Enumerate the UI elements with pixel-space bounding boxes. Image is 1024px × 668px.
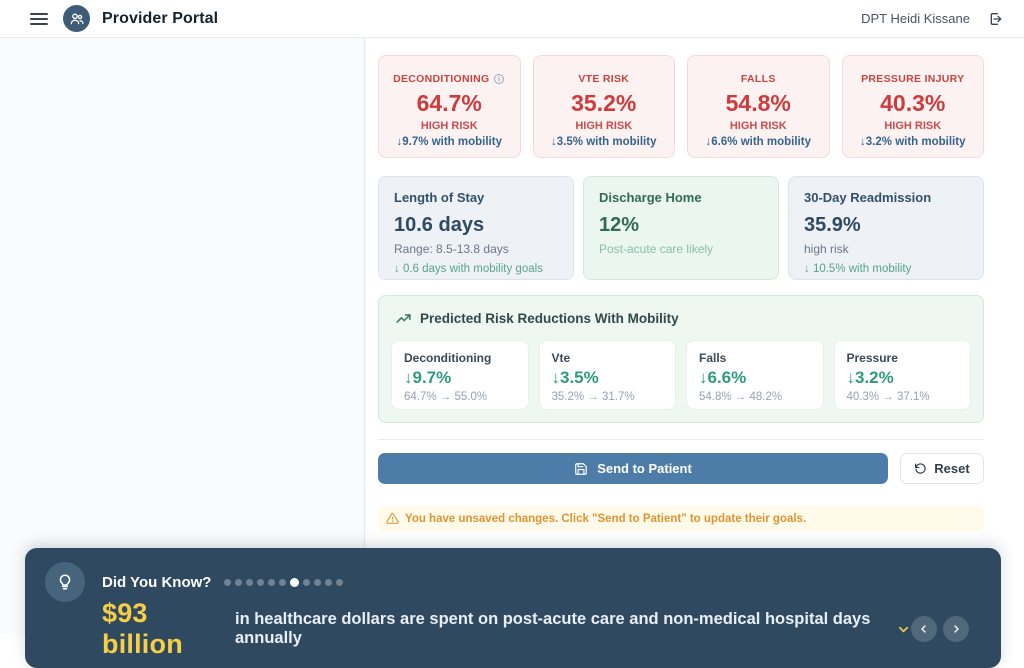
stat-mobility-note: ↓ 10.5% with mobility (804, 263, 912, 275)
reduction-card-pressure: Pressure ↓3.2% 40.3% → 37.1% (833, 340, 971, 410)
banner-dot[interactable] (235, 578, 243, 586)
left-empty-panel (0, 38, 365, 635)
users-icon (69, 11, 85, 27)
stat-subtitle: Post-acute care likely (599, 242, 714, 256)
stat-card-discharge-home: Discharge Home 12% Post-acute care likel… (583, 176, 779, 280)
banner-dot[interactable] (290, 577, 300, 587)
stat-mobility-note: ↓ 0.6 days with mobility goals (394, 263, 543, 275)
risk-value: 64.7% (416, 90, 482, 116)
reduction-label: Pressure (846, 351, 898, 365)
reduction-change: 35.2% → 31.7% (551, 391, 635, 403)
user-name: DPT Heidi Kissane (861, 11, 970, 26)
warning-icon (386, 512, 399, 525)
banner-dot[interactable] (257, 578, 265, 586)
reduction-delta: ↓9.7% (404, 368, 452, 387)
risk-value: 54.8% (725, 90, 791, 116)
banner-prev-button[interactable] (911, 616, 937, 642)
unsaved-changes-warning: You have unsaved changes. Click "Send to… (378, 506, 984, 531)
send-to-patient-button[interactable]: Send to Patient (378, 453, 888, 484)
banner-dot[interactable] (336, 578, 344, 586)
did-you-know-banner: Did You Know? $93 billion in healthcare … (25, 548, 1001, 668)
risk-card-label: DECONDITIONING (393, 73, 490, 85)
risk-card-row: DECONDITIONING 64.7% HIGH RISK ↓9.7% wit… (378, 55, 984, 158)
stat-value: 10.6 days (394, 214, 485, 236)
risk-level-badge: HIGH RISK (575, 120, 633, 132)
risk-card-deconditioning: DECONDITIONING 64.7% HIGH RISK ↓9.7% wit… (378, 55, 521, 158)
risk-mobility-note: ↓9.7% with mobility (396, 136, 502, 148)
banner-dot[interactable] (246, 578, 254, 586)
banner-dot[interactable] (314, 578, 322, 586)
stat-value: 12% (599, 214, 640, 236)
main-panel: DECONDITIONING 64.7% HIGH RISK ↓9.7% wit… (365, 38, 1024, 635)
stat-title: 30-Day Readmission (804, 190, 932, 205)
risk-card-label: FALLS (740, 73, 776, 85)
banner-dot[interactable] (224, 578, 232, 586)
risk-card-falls: FALLS 54.8% HIGH RISK ↓6.6% with mobilit… (687, 55, 830, 158)
risk-card-pressure-injury: PRESSURE INJURY 40.3% HIGH RISK ↓3.2% wi… (841, 55, 984, 158)
stat-card-row: Length of Stay 10.6 days Range: 8.5-13.8… (378, 176, 984, 280)
reduction-delta: ↓3.2% (846, 368, 894, 387)
chevron-down-icon[interactable] (896, 622, 911, 637)
risk-value: 40.3% (880, 90, 946, 116)
divider (378, 439, 984, 440)
risk-card-label: VTE RISK (578, 73, 630, 85)
reduction-label: Deconditioning (404, 351, 492, 365)
trending-up-icon (395, 310, 412, 327)
reset-button-label: Reset (934, 461, 970, 476)
risk-card-vte: VTE RISK 35.2% HIGH RISK ↓3.5% with mobi… (532, 55, 675, 158)
risk-mobility-note: ↓6.6% with mobility (705, 136, 811, 148)
banner-dots (224, 577, 344, 587)
banner-next-button[interactable] (943, 616, 969, 642)
banner-dot[interactable] (303, 578, 311, 586)
lightbulb-badge (45, 562, 85, 602)
risk-level-badge: HIGH RISK (729, 120, 787, 132)
reduction-change: 64.7% → 55.0% (404, 391, 488, 403)
reduction-change: 54.8% → 48.2% (699, 391, 783, 403)
reduction-card-vte: Vte ↓3.5% 35.2% → 31.7% (538, 340, 676, 410)
reduction-card-deconditioning: Deconditioning ↓9.7% 64.7% → 55.0% (391, 340, 529, 410)
reduction-delta: ↓6.6% (699, 368, 747, 387)
stat-subtitle: Range: 8.5-13.8 days (394, 242, 509, 256)
risk-value: 35.2% (571, 90, 637, 116)
save-icon (574, 462, 588, 476)
risk-reductions-panel: Predicted Risk Reductions With Mobility … (378, 295, 984, 423)
banner-title: Did You Know? (102, 573, 212, 591)
stat-value: 35.9% (804, 214, 861, 236)
lightbulb-icon (56, 573, 74, 591)
reduction-label: Falls (699, 351, 727, 365)
reduction-delta: ↓3.5% (551, 368, 599, 387)
reduction-card-falls: Falls ↓6.6% 54.8% → 48.2% (686, 340, 824, 410)
app-logo (63, 5, 90, 32)
banner-dot[interactable] (325, 578, 333, 586)
banner-text: in healthcare dollars are spent on post-… (234, 610, 871, 647)
hamburger-menu-icon[interactable] (30, 12, 48, 25)
panel-title: Predicted Risk Reductions With Mobility (420, 311, 679, 326)
risk-level-badge: HIGH RISK (884, 120, 942, 132)
stat-subtitle: high risk (804, 242, 849, 256)
header: Provider Portal DPT Heidi Kissane (0, 0, 1024, 38)
reset-button[interactable]: Reset (900, 453, 984, 484)
logout-icon[interactable] (988, 11, 1004, 27)
stat-title: Discharge Home (599, 190, 702, 205)
warning-text: You have unsaved changes. Click "Send to… (405, 512, 807, 525)
risk-mobility-note: ↓3.5% with mobility (551, 136, 657, 148)
page-title: Provider Portal (102, 9, 219, 27)
banner-highlight: $93 billion (102, 598, 183, 659)
stat-card-readmission: 30-Day Readmission 35.9% high risk ↓ 10.… (788, 176, 984, 280)
reduction-change: 40.3% → 37.1% (846, 391, 930, 403)
reset-icon (914, 462, 927, 475)
banner-dot[interactable] (268, 578, 276, 586)
risk-card-label: PRESSURE INJURY (861, 73, 965, 85)
send-button-label: Send to Patient (597, 461, 692, 476)
stat-card-length-of-stay: Length of Stay 10.6 days Range: 8.5-13.8… (378, 176, 574, 280)
risk-mobility-note: ↓3.2% with mobility (860, 136, 966, 148)
risk-level-badge: HIGH RISK (420, 120, 478, 132)
stat-title: Length of Stay (394, 190, 485, 205)
reduction-label: Vte (551, 351, 571, 365)
banner-dot[interactable] (279, 578, 287, 586)
info-icon[interactable] (493, 73, 505, 85)
